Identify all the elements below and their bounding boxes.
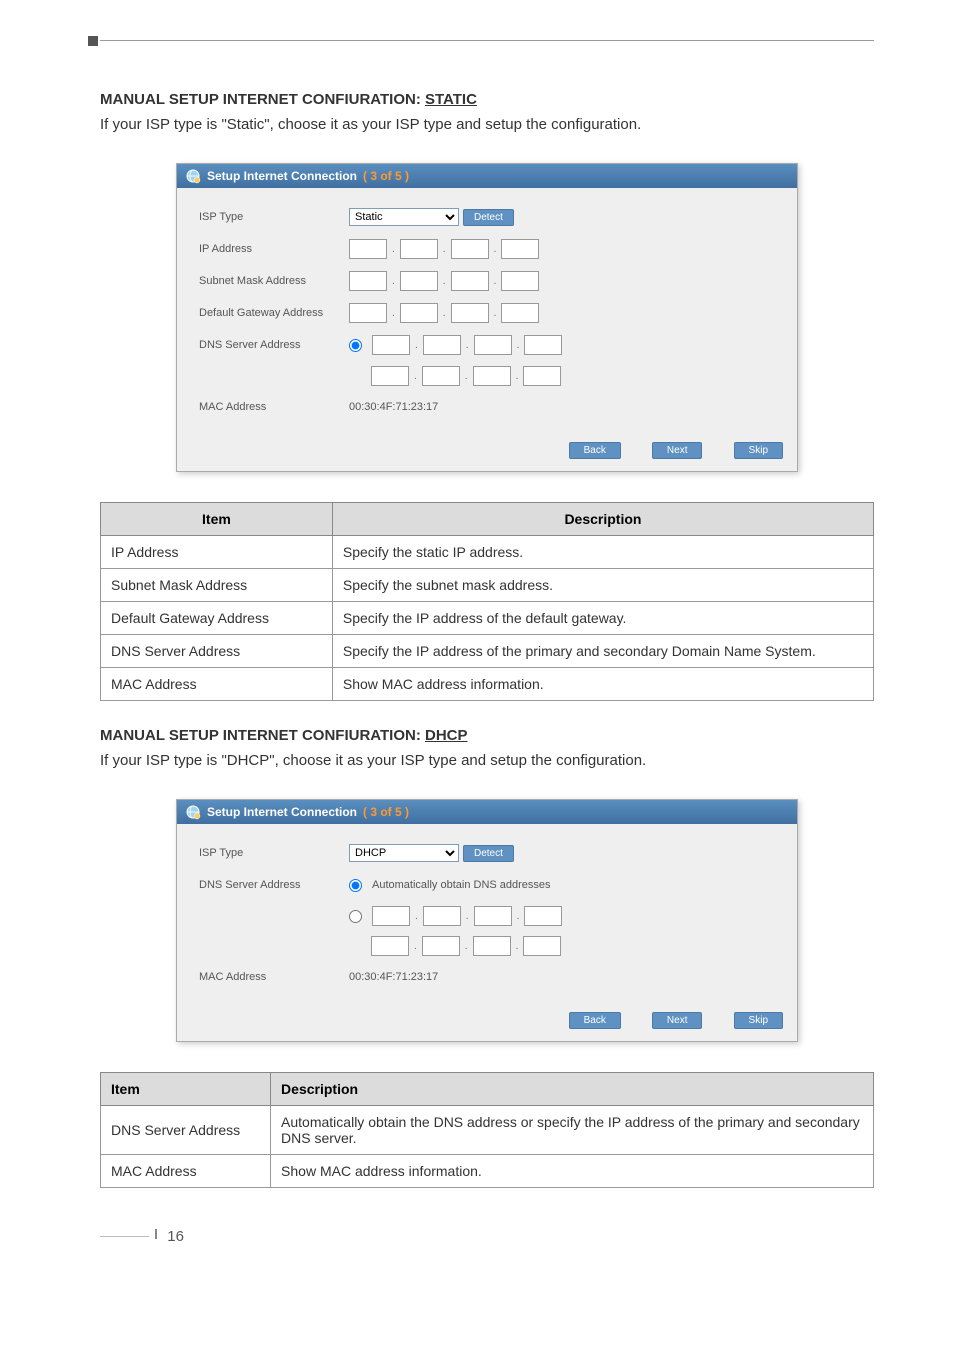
skip-button[interactable]: Skip: [734, 442, 783, 459]
dns2-oct-4[interactable]: [523, 366, 561, 386]
table-dhcp: Item Description DNS Server AddressAutom…: [100, 1072, 874, 1188]
intro-dhcp: If your ISP type is "DHCP", choose it as…: [100, 752, 874, 769]
ip-oct-4[interactable]: [501, 239, 539, 259]
subnet-label: Subnet Mask Address: [199, 275, 349, 287]
intro-static: If your ISP type is "Static", choose it …: [100, 116, 874, 133]
isp-type-select[interactable]: Static: [349, 208, 459, 226]
gateway-label: Default Gateway Address: [199, 307, 349, 319]
dhcp-dns2-oct-2[interactable]: [422, 936, 460, 956]
dns1-oct-2[interactable]: [423, 335, 461, 355]
title-prefix-dhcp: MANUAL SETUP INTERNET CONFIURATION:: [100, 727, 425, 744]
th-item-dhcp: Item: [101, 1073, 271, 1106]
wizard-body-static: ISP Type Static Detect IP Address . . . …: [177, 188, 797, 436]
mac-label: MAC Address: [199, 401, 349, 413]
subnet-oct-2[interactable]: [400, 271, 438, 291]
wizard-footer-static: Back Next Skip: [177, 436, 797, 471]
th-desc: Description: [332, 503, 873, 536]
title-static-word: STATIC: [425, 91, 477, 108]
wizard-title-dhcp: Setup Internet Connection: [207, 805, 357, 819]
page-footer: 16: [100, 1228, 874, 1245]
auto-dns-label: Automatically obtain DNS addresses: [372, 879, 551, 891]
subnet-oct-3[interactable]: [451, 271, 489, 291]
dhcp-dns1-oct-2[interactable]: [423, 906, 461, 926]
dhcp-dns2-oct-4[interactable]: [523, 936, 561, 956]
wizard-step-dhcp: ( 3 of 5 ): [363, 805, 409, 819]
table-row: Default Gateway AddressSpecify the IP ad…: [101, 602, 874, 635]
dhcp-dns2-oct-3[interactable]: [473, 936, 511, 956]
dns1-oct-3[interactable]: [474, 335, 512, 355]
wizard-header-dhcp: Setup Internet Connection ( 3 of 5 ): [177, 800, 797, 824]
title-prefix: MANUAL SETUP INTERNET CONFIURATION:: [100, 91, 425, 108]
ip-oct-3[interactable]: [451, 239, 489, 259]
ip-oct-2[interactable]: [400, 239, 438, 259]
dns2-oct-3[interactable]: [473, 366, 511, 386]
dns-auto-radio[interactable]: [349, 879, 362, 892]
dns-radio-primary[interactable]: [349, 339, 362, 352]
table-row: DNS Server AddressAutomatically obtain t…: [101, 1106, 874, 1155]
gw-oct-3[interactable]: [451, 303, 489, 323]
dhcp-dns1-oct-1[interactable]: [372, 906, 410, 926]
gw-oct-4[interactable]: [501, 303, 539, 323]
back-button[interactable]: Back: [569, 442, 621, 459]
section-title-dhcp: MANUAL SETUP INTERNET CONFIURATION: DHCP: [100, 727, 874, 744]
th-desc-dhcp: Description: [271, 1073, 874, 1106]
wizard-footer-dhcp: Back Next Skip: [177, 1006, 797, 1041]
next-button-dhcp[interactable]: Next: [652, 1012, 703, 1029]
dns2-oct-2[interactable]: [422, 366, 460, 386]
detect-button[interactable]: Detect: [463, 209, 514, 226]
isp-type-label-dhcp: ISP Type: [199, 847, 349, 859]
back-button-dhcp[interactable]: Back: [569, 1012, 621, 1029]
detect-button-dhcp[interactable]: Detect: [463, 845, 514, 862]
next-button[interactable]: Next: [652, 442, 703, 459]
isp-type-select-dhcp[interactable]: DHCP: [349, 844, 459, 862]
section-title-static: MANUAL SETUP INTERNET CONFIURATION: STAT…: [100, 91, 874, 108]
subnet-oct-1[interactable]: [349, 271, 387, 291]
ip-address-label: IP Address: [199, 243, 349, 255]
gw-oct-2[interactable]: [400, 303, 438, 323]
table-row: Subnet Mask AddressSpecify the subnet ma…: [101, 569, 874, 602]
wizard-static: Setup Internet Connection ( 3 of 5 ) ISP…: [176, 163, 798, 472]
dns-label-dhcp: DNS Server Address: [199, 879, 349, 891]
dns-label-static: DNS Server Address: [199, 339, 349, 351]
page-number: 16: [167, 1228, 184, 1245]
table-row: IP AddressSpecify the static IP address.: [101, 536, 874, 569]
wizard-dhcp: Setup Internet Connection ( 3 of 5 ) ISP…: [176, 799, 798, 1042]
skip-button-dhcp[interactable]: Skip: [734, 1012, 783, 1029]
dhcp-dns2-oct-1[interactable]: [371, 936, 409, 956]
table-row: MAC AddressShow MAC address information.: [101, 668, 874, 701]
wizard-header: Setup Internet Connection ( 3 of 5 ): [177, 164, 797, 188]
table-static: Item Description IP AddressSpecify the s…: [100, 502, 874, 701]
wizard-step: ( 3 of 5 ): [363, 169, 409, 183]
dns1-oct-1[interactable]: [372, 335, 410, 355]
dns1-oct-4[interactable]: [524, 335, 562, 355]
mac-label-dhcp: MAC Address: [199, 971, 349, 983]
title-dhcp-word: DHCP: [425, 727, 468, 744]
dhcp-dns1-oct-4[interactable]: [524, 906, 562, 926]
table-row: MAC AddressShow MAC address information.: [101, 1155, 874, 1188]
dhcp-dns1-oct-3[interactable]: [474, 906, 512, 926]
mac-value: 00:30:4F:71:23:17: [349, 401, 438, 413]
mac-value-dhcp: 00:30:4F:71:23:17: [349, 971, 438, 983]
ip-oct-1[interactable]: [349, 239, 387, 259]
gw-oct-1[interactable]: [349, 303, 387, 323]
wizard-title: Setup Internet Connection: [207, 169, 357, 183]
dns2-oct-1[interactable]: [371, 366, 409, 386]
subnet-oct-4[interactable]: [501, 271, 539, 291]
dns-manual-radio[interactable]: [349, 910, 362, 923]
isp-type-label: ISP Type: [199, 211, 349, 223]
top-rule: [100, 40, 874, 41]
th-item: Item: [101, 503, 333, 536]
wizard-globe-icon: [185, 168, 201, 184]
table-row: DNS Server AddressSpecify the IP address…: [101, 635, 874, 668]
wizard-body-dhcp: ISP Type DHCP Detect DNS Server Address …: [177, 824, 797, 1006]
wizard-globe-icon: [185, 804, 201, 820]
